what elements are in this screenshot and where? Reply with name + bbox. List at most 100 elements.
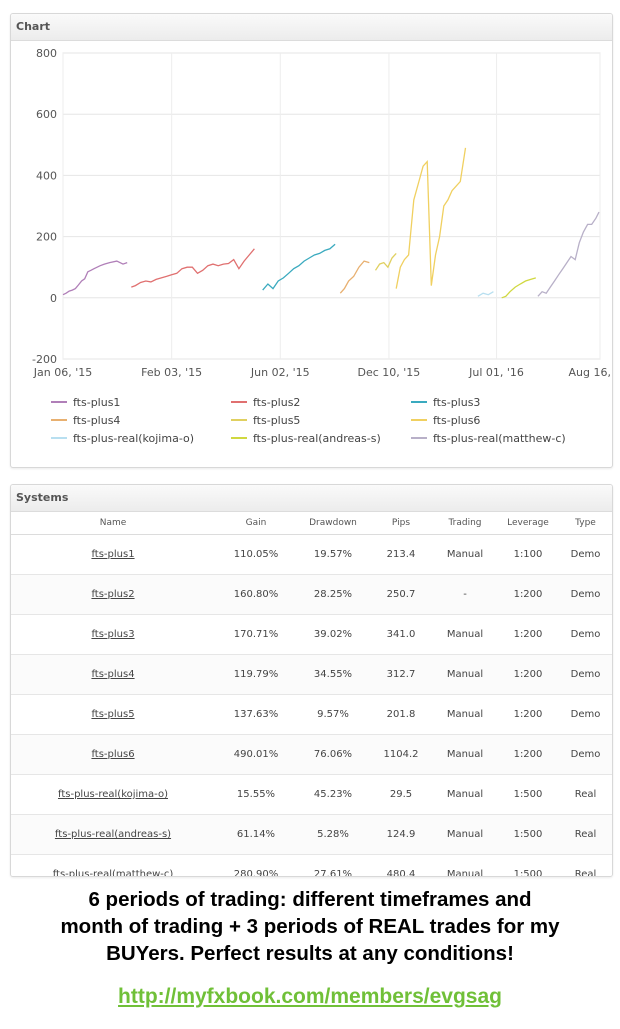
caption-line-1: 6 periods of trading: different timefram… xyxy=(88,888,532,911)
cell-leverage: 1:200 xyxy=(497,734,559,775)
y-tick-label: 600 xyxy=(36,108,57,121)
cell-trading: Manual xyxy=(433,614,497,655)
cell-pips: 341.0 xyxy=(369,614,433,655)
cell-leverage: 1:200 xyxy=(497,574,559,615)
systems-panel: Systems Name Gain Drawdown Pips Trading … xyxy=(10,484,613,877)
cell-drawdown: 5.28% xyxy=(297,814,369,855)
cell-drawdown: 39.02% xyxy=(297,614,369,655)
x-tick-label: Jul 01, '16 xyxy=(468,366,524,379)
legend-label: fts-plus6 xyxy=(433,414,480,427)
legend-label: fts-plus-real(kojima-o) xyxy=(73,432,194,445)
table-row: fts-plus4 119.79% 34.55% 312.7 Manual 1:200 De… xyxy=(11,654,612,695)
cell-leverage: 1:500 xyxy=(497,814,559,855)
table-row: fts-plus1 110.05% 19.57% 213.4 Manual 1:100 De… xyxy=(11,534,612,575)
x-tick-label: Feb 03, '15 xyxy=(141,366,202,379)
cell-trading: Manual xyxy=(433,534,497,575)
cell-gain: 160.80% xyxy=(215,574,297,615)
cell-drawdown: 27.61% xyxy=(297,854,369,876)
cell-name: fts-plus3 xyxy=(11,614,215,655)
system-name-link[interactable]: fts-plus3 xyxy=(91,629,135,640)
myfxbook-link[interactable]: http://myfxbook.com/members/evgsag xyxy=(118,985,502,1008)
system-name-link[interactable]: fts-plus-real(kojima-o) xyxy=(57,789,168,800)
line-chart: -200 0 200 400 600 800 Jan 06, '15 Feb 03, '15 J… xyxy=(32,47,613,445)
cell-name: fts-plus1 xyxy=(11,534,215,575)
header-drawdown[interactable]: Drawdown xyxy=(297,512,369,535)
cell-drawdown: 76.06% xyxy=(297,734,369,775)
cell-type: Demo xyxy=(559,654,612,695)
cell-drawdown: 19.57% xyxy=(297,534,369,575)
cell-pips: 29.5 xyxy=(369,774,433,815)
system-name-link[interactable]: fts-plus5 xyxy=(91,709,135,720)
cell-leverage: 1:200 xyxy=(497,654,559,695)
series-line-fts-plus1 xyxy=(62,260,128,296)
legend-label: fts-plus4 xyxy=(73,414,120,427)
cell-drawdown: 34.55% xyxy=(297,654,369,695)
cell-gain: 15.55% xyxy=(215,774,297,815)
cell-type: Real xyxy=(559,854,612,876)
header-name[interactable]: Name xyxy=(11,512,215,535)
caption-line-2: month of trading + 3 periods of REAL tra… xyxy=(60,915,560,938)
series-line-fts-plus4 xyxy=(339,260,370,294)
legend-label: fts-plus5 xyxy=(253,414,300,427)
legend-label: fts-plus-real(andreas-s) xyxy=(253,432,381,445)
legend-label: fts-plus2 xyxy=(253,396,300,409)
table-row: fts-plus2 160.80% 28.25% 250.7-1:200 Demo xyxy=(11,574,612,615)
y-tick-label: 800 xyxy=(36,47,57,60)
y-tick-label: 400 xyxy=(36,169,57,182)
system-name-link[interactable]: fts-plus6 xyxy=(91,749,135,760)
table-row: fts-plus-real(matthew-c) 280.90% 27.61% 480… xyxy=(11,854,612,877)
cell-drawdown: 45.23% xyxy=(297,774,369,815)
cell-name: fts-plus-real(matthew-c) xyxy=(11,854,215,877)
cell-leverage: 1:500 xyxy=(497,774,559,815)
header-type[interactable]: Type xyxy=(559,512,612,535)
system-name-link[interactable]: fts-plus4 xyxy=(91,669,135,680)
system-name-link[interactable]: fts-plus1 xyxy=(91,549,135,560)
cell-gain: 61.14% xyxy=(215,814,297,855)
series-line-fts-plus5 xyxy=(374,252,397,271)
y-tick-label: 200 xyxy=(36,231,57,244)
header-leverage[interactable]: Leverage xyxy=(497,512,559,535)
cell-pips: 213.4 xyxy=(369,534,433,575)
table-row: fts-plus-real(andreas-s) 61.14% 5.28% 124.9… xyxy=(11,814,612,855)
cell-name: fts-plus4 xyxy=(11,654,215,695)
cell-trading: Manual xyxy=(433,654,497,695)
cell-trading: Manual xyxy=(433,774,497,815)
cell-name: fts-plus2 xyxy=(11,574,215,615)
cell-pips: 1104.2 xyxy=(369,734,433,775)
table-row: fts-plus6 490.01% 76.06% 1104.2 Manual 1:200 D… xyxy=(11,734,612,775)
x-tick-label: Dec 10, '15 xyxy=(358,366,421,379)
chart-panel-title: Chart xyxy=(11,14,612,41)
cell-type: Demo xyxy=(559,534,612,575)
series-line-fts-plus-real(matthew-c) xyxy=(537,211,600,297)
cell-name: fts-plus6 xyxy=(11,734,215,775)
cell-gain: 110.05% xyxy=(215,534,297,575)
caption-text: 6 periods of trading: different timefram… xyxy=(0,886,620,967)
system-name-link[interactable]: fts-plus-real(matthew-c) xyxy=(52,869,174,877)
system-name-link[interactable]: fts-plus2 xyxy=(91,589,135,600)
cell-leverage: 1:100 xyxy=(497,534,559,575)
cell-trading: Manual xyxy=(433,814,497,855)
legend-label: fts-plus3 xyxy=(433,396,480,409)
chart-panel: Chart -200 0 200 400 600 800 Jan 06, '15 Feb 03… xyxy=(10,13,613,468)
legend-label: fts-plus-real(matthew-c) xyxy=(433,432,566,445)
y-tick-label: -200 xyxy=(32,353,57,366)
cell-pips: 124.9 xyxy=(369,814,433,855)
cell-gain: 490.01% xyxy=(215,734,297,775)
x-tick-label: Jan 06, '15 xyxy=(33,366,92,379)
cell-type: Demo xyxy=(559,574,612,615)
systems-header-row: Name Gain Drawdown Pips Trading Leverage… xyxy=(11,512,612,535)
series-line-fts-plus-real(andreas-s) xyxy=(501,277,536,299)
header-gain[interactable]: Gain xyxy=(215,512,297,535)
series-line-fts-plus2 xyxy=(131,248,255,288)
system-name-link[interactable]: fts-plus-real(andreas-s) xyxy=(54,829,172,840)
cell-pips: 201.8 xyxy=(369,694,433,735)
header-pips[interactable]: Pips xyxy=(369,512,433,535)
cell-leverage: 1:500 xyxy=(497,854,559,876)
x-tick-label: Aug 16, '16 xyxy=(569,366,613,379)
legend-label: fts-plus1 xyxy=(73,396,120,409)
cell-pips: 312.7 xyxy=(369,654,433,695)
header-trading[interactable]: Trading xyxy=(433,512,497,535)
x-tick-label: Jun 02, '15 xyxy=(250,366,310,379)
cell-type: Real xyxy=(559,774,612,815)
cell-gain: 280.90% xyxy=(215,854,297,876)
